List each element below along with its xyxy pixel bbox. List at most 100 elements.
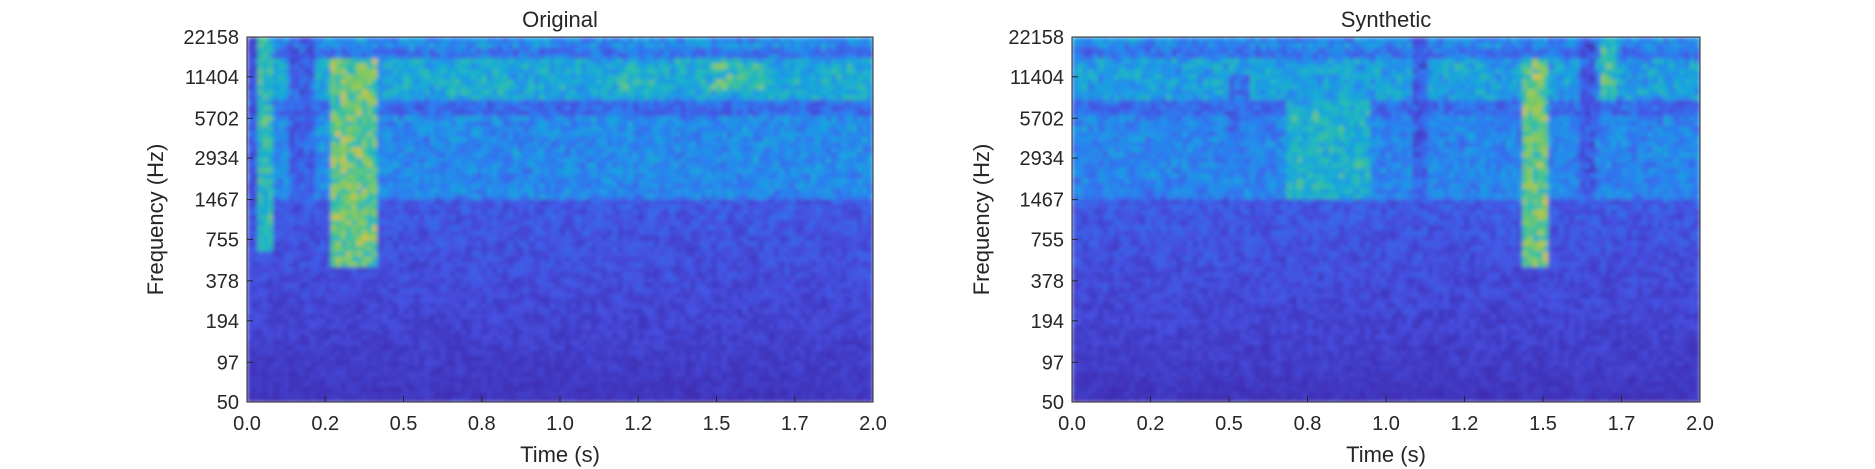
heatmap-cell xyxy=(455,214,462,221)
heatmap-cell xyxy=(831,365,838,372)
heatmap-cell xyxy=(560,313,566,320)
heatmap-cell xyxy=(648,329,655,335)
heatmap-cell xyxy=(476,297,483,304)
heatmap-cell xyxy=(554,224,561,231)
heatmap-cell xyxy=(862,308,869,314)
heatmap-cell xyxy=(836,229,843,236)
heatmap-cell xyxy=(398,349,405,356)
heatmap-cell xyxy=(304,381,311,387)
heatmap-cell xyxy=(716,235,723,241)
heatmap-cell xyxy=(565,318,572,325)
heatmap-cell xyxy=(815,339,822,346)
heatmap-cell xyxy=(612,235,618,241)
heatmap-cell xyxy=(549,297,556,304)
heatmap-cell xyxy=(382,209,389,215)
heatmap-cell xyxy=(852,235,858,241)
heatmap-cell xyxy=(732,355,738,361)
heatmap-cell xyxy=(617,276,624,283)
heatmap-cell xyxy=(721,256,728,262)
heatmap-cell xyxy=(507,203,514,210)
heatmap-cell xyxy=(846,355,853,361)
heatmap-cell xyxy=(539,339,545,346)
heatmap-cell xyxy=(747,261,754,268)
heatmap-cell xyxy=(497,266,504,273)
heatmap-cell xyxy=(445,302,452,309)
heatmap-cell xyxy=(679,250,686,257)
heatmap-cell xyxy=(408,313,415,320)
heatmap-cell xyxy=(679,381,686,387)
heatmap-cell xyxy=(586,334,592,341)
heatmap-cell xyxy=(340,266,347,273)
heatmap-cell xyxy=(726,313,733,320)
heatmap-cell xyxy=(606,318,613,325)
heatmap-cell xyxy=(262,297,269,304)
heatmap-cell xyxy=(413,219,420,226)
heatmap-cell xyxy=(565,386,572,393)
heatmap-cell xyxy=(711,198,718,205)
heatmap-cell xyxy=(299,203,305,210)
heatmap-cell xyxy=(570,381,577,387)
heatmap-cell xyxy=(455,344,462,351)
heatmap-cell xyxy=(502,323,509,330)
heatmap-cell xyxy=(565,381,572,387)
heatmap-cell xyxy=(669,261,676,268)
heatmap-cell xyxy=(659,365,665,372)
heatmap-cell xyxy=(779,302,785,309)
heatmap-cell xyxy=(314,308,321,314)
heatmap-cell xyxy=(627,250,634,257)
heatmap-cell xyxy=(335,344,342,351)
heatmap-cell xyxy=(382,349,389,356)
heatmap-cell xyxy=(293,292,300,299)
heatmap-cell xyxy=(366,365,373,372)
heatmap-cell xyxy=(419,240,425,247)
heatmap-cell xyxy=(700,271,707,278)
heatmap-cell xyxy=(586,235,592,241)
heatmap-cell xyxy=(340,339,347,346)
heatmap-cell xyxy=(852,287,858,294)
heatmap-cell xyxy=(314,229,321,236)
heatmap-cell xyxy=(721,229,728,236)
heatmap-cell xyxy=(335,276,342,283)
heatmap-cell xyxy=(852,271,858,278)
heatmap-cell xyxy=(455,360,462,367)
heatmap-cell xyxy=(486,214,493,221)
heatmap-cell xyxy=(852,214,858,221)
heatmap-cell xyxy=(612,375,618,382)
heatmap-cell xyxy=(403,282,410,288)
heatmap-cell xyxy=(288,318,295,325)
heatmap-cell xyxy=(664,224,671,231)
heatmap-cell xyxy=(351,344,358,351)
heatmap-cell xyxy=(726,339,733,346)
heatmap-cell xyxy=(340,375,347,382)
heatmap-cell xyxy=(836,287,843,294)
heatmap-cell xyxy=(659,276,665,283)
heatmap-cell xyxy=(398,219,405,226)
heatmap-cell xyxy=(721,245,728,252)
heatmap-cell xyxy=(742,245,749,252)
heatmap-cell xyxy=(664,302,671,309)
heatmap-cell xyxy=(857,203,864,210)
heatmap-cell xyxy=(288,297,295,304)
heatmap-cell xyxy=(497,375,504,382)
heatmap-cell xyxy=(492,386,498,393)
heatmap-cell xyxy=(314,261,321,268)
heatmap-cell xyxy=(685,224,692,231)
heatmap-cell xyxy=(706,198,712,205)
heatmap-cell xyxy=(267,365,274,372)
heatmap-cell xyxy=(419,271,425,278)
heatmap-cell xyxy=(398,229,405,236)
heatmap-cell xyxy=(293,334,300,341)
heatmap-cell xyxy=(554,235,561,241)
heatmap-cell xyxy=(299,183,305,189)
heatmap-cell xyxy=(711,313,718,320)
heatmap-cell xyxy=(857,375,864,382)
heatmap-cell xyxy=(799,219,806,226)
heatmap-cell xyxy=(335,188,342,195)
heatmap-cell xyxy=(721,386,728,393)
heatmap-cell xyxy=(267,381,274,387)
heatmap-cell xyxy=(304,344,311,351)
heatmap-cell xyxy=(377,235,384,241)
heatmap-cell xyxy=(846,276,853,283)
heatmap-cell xyxy=(267,313,274,320)
heatmap-cell xyxy=(575,375,582,382)
